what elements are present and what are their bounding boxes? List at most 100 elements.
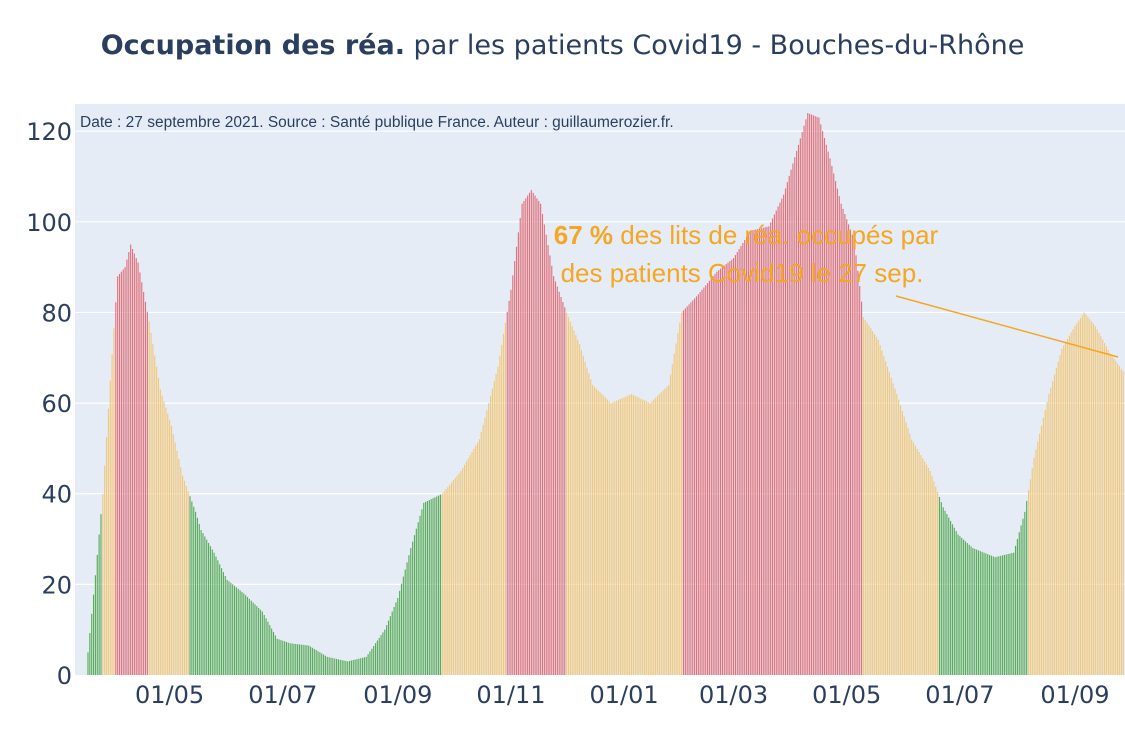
bar [925,464,928,675]
bar [883,355,885,675]
bar [1087,316,1089,675]
bar [538,200,540,675]
bar [805,119,807,675]
bar [920,455,922,675]
bar [1109,353,1111,675]
bar [738,249,740,675]
bar [228,581,230,675]
bar [232,584,234,675]
bar [879,345,881,675]
bar [222,572,224,675]
bar [848,224,850,675]
bar [1055,368,1057,675]
bar [211,549,213,675]
bar [931,476,933,675]
bar [258,607,260,675]
bar [413,535,416,675]
grid [75,130,1125,585]
bar [679,322,681,675]
bar [653,399,655,675]
bar [491,388,493,675]
bar [428,500,430,675]
bar [1111,355,1113,675]
bar [399,590,401,675]
bar [133,253,135,676]
bar [681,312,683,675]
bar [278,639,280,675]
bar [432,498,434,675]
bar [862,316,865,675]
bar [736,252,738,675]
bar [489,395,492,675]
bar [1107,349,1109,675]
bar [590,379,592,675]
bar [174,442,176,675]
bar [475,445,477,675]
bar [139,272,141,675]
bar [265,618,267,675]
bar [675,343,677,675]
bar [554,281,557,675]
bar [230,582,232,675]
bar [781,198,783,675]
bar [1013,552,1015,675]
bar [430,499,432,675]
bar [907,428,909,675]
bar [384,629,386,675]
bar [287,642,289,675]
bar [527,195,529,676]
bar [193,506,195,675]
bar [131,249,134,675]
bar [699,292,701,675]
bar [315,650,317,675]
bar [783,194,785,675]
bar [458,473,460,675]
bar [502,333,505,675]
bar [517,232,519,675]
bar [940,502,942,675]
bar [944,510,946,675]
bar [694,298,696,675]
bar [519,218,521,675]
bar [412,541,414,675]
bar [224,575,226,675]
bar [905,422,907,675]
bar [545,234,547,675]
bar [803,125,805,675]
bar [476,442,479,675]
bar [534,195,536,676]
bar [864,319,866,675]
bar [282,640,284,675]
bar [714,273,716,675]
bar [156,366,158,675]
bar [649,403,651,675]
bar [912,442,915,675]
bar [209,546,211,675]
bar [588,373,590,675]
bar [595,388,597,675]
bar [790,169,792,675]
bar [885,361,887,675]
bar [955,531,957,675]
bar [831,165,833,675]
bar [365,656,367,675]
bar [968,544,970,675]
bar [979,551,981,675]
bar [1096,329,1098,675]
bar [623,397,625,675]
bar [734,255,736,675]
bar [1061,348,1063,675]
bar [564,307,566,675]
bar [1122,371,1124,675]
bar [280,640,282,675]
bar [157,378,160,675]
bar [426,500,429,675]
bar [614,401,616,675]
bar [443,491,445,675]
bar [1117,363,1119,675]
bar [482,424,484,675]
bar [985,553,987,675]
bar [220,568,223,675]
bar [297,644,299,675]
bar [723,265,725,675]
